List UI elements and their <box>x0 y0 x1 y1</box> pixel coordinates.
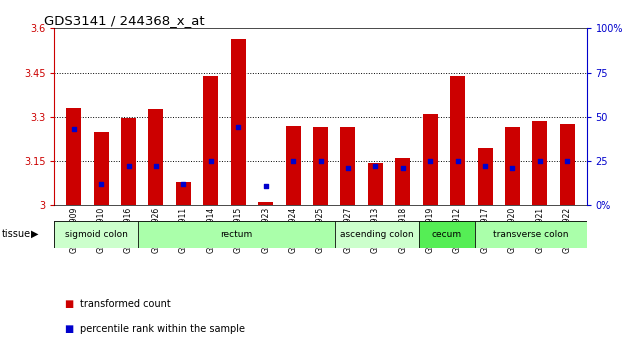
Text: ascending colon: ascending colon <box>340 230 413 239</box>
Bar <box>368 162 383 205</box>
Text: rectum: rectum <box>221 230 253 239</box>
Text: cecum: cecum <box>431 230 462 239</box>
Text: ■: ■ <box>64 324 73 334</box>
Bar <box>138 221 335 248</box>
Point <box>178 181 188 187</box>
Point <box>370 164 381 169</box>
Bar <box>121 118 136 205</box>
Bar <box>54 221 138 248</box>
Point <box>206 158 216 164</box>
Text: GDS3141 / 244368_x_at: GDS3141 / 244368_x_at <box>44 14 204 27</box>
Bar <box>258 202 273 205</box>
Bar <box>285 126 301 205</box>
Bar <box>231 39 246 205</box>
Text: ▶: ▶ <box>31 229 38 239</box>
Bar <box>340 127 356 205</box>
Point <box>69 126 79 132</box>
Point <box>151 164 161 169</box>
Bar <box>313 127 328 205</box>
Bar <box>450 75 465 205</box>
Point <box>124 164 134 169</box>
Point <box>343 165 353 171</box>
Point <box>507 165 517 171</box>
Point <box>562 158 572 164</box>
Point <box>96 181 106 187</box>
Point <box>425 158 435 164</box>
Point <box>315 158 326 164</box>
Text: transformed count: transformed count <box>80 299 171 309</box>
Bar <box>505 127 520 205</box>
Text: sigmoid colon: sigmoid colon <box>65 230 128 239</box>
Bar <box>66 108 81 205</box>
Text: transverse colon: transverse colon <box>493 230 569 239</box>
Bar <box>419 221 474 248</box>
Text: ■: ■ <box>64 299 73 309</box>
Point <box>260 183 271 189</box>
Bar <box>335 221 419 248</box>
Bar <box>533 121 547 205</box>
Point <box>397 165 408 171</box>
Text: tissue: tissue <box>1 229 30 239</box>
Bar <box>395 158 410 205</box>
Bar <box>478 148 492 205</box>
Bar <box>176 182 191 205</box>
Point <box>480 164 490 169</box>
Bar <box>149 109 163 205</box>
Text: percentile rank within the sample: percentile rank within the sample <box>80 324 245 334</box>
Bar <box>94 132 108 205</box>
Bar <box>474 221 587 248</box>
Point <box>288 158 298 164</box>
Point <box>453 158 463 164</box>
Bar <box>560 124 575 205</box>
Bar <box>203 75 219 205</box>
Bar <box>422 114 438 205</box>
Point <box>233 125 244 130</box>
Point <box>535 158 545 164</box>
